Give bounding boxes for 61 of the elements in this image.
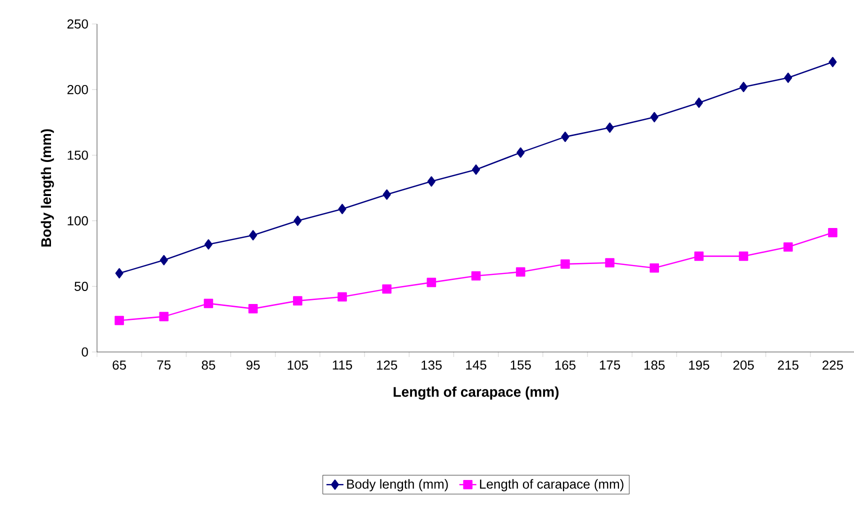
point	[516, 267, 526, 277]
y-tick-label: 250	[67, 19, 88, 29]
point	[204, 239, 213, 250]
x-tick-label: 175	[600, 360, 620, 370]
point	[828, 228, 838, 238]
x-tick-label: 125	[376, 360, 398, 370]
x-tick-label: 105	[288, 360, 308, 370]
point	[427, 176, 436, 187]
point	[650, 112, 658, 122]
y-tick-label: 0	[82, 347, 88, 357]
point	[738, 252, 748, 261]
point	[605, 258, 614, 268]
point	[561, 132, 570, 142]
point	[204, 298, 214, 308]
point	[293, 296, 302, 306]
point	[516, 147, 525, 158]
point	[650, 263, 660, 273]
x-tick-label: 75	[157, 360, 171, 370]
point	[784, 72, 792, 83]
point	[560, 259, 570, 269]
y-axis-title: Body length (mm)	[40, 129, 54, 247]
point	[828, 56, 837, 68]
point	[382, 284, 392, 294]
x-tick-label: 85	[202, 360, 216, 370]
x-tick-label: 115	[332, 360, 352, 370]
x-tick-label: 155	[510, 360, 531, 370]
y-tick-label: 100	[68, 216, 88, 226]
y-tick-label: 150	[68, 150, 88, 160]
legend-label: Length of carapace (mm)	[480, 479, 624, 492]
point	[606, 122, 614, 133]
x-tick-label: 215	[778, 360, 798, 370]
point	[694, 98, 703, 108]
point	[740, 82, 748, 92]
point	[115, 268, 124, 278]
point	[382, 189, 391, 200]
point	[159, 312, 169, 322]
x-axis-title: Length of carapace (mm)	[394, 386, 559, 400]
point	[783, 242, 793, 252]
x-tick-label: 165	[555, 360, 576, 370]
y-tick-label: 200	[67, 84, 88, 94]
x-tick-label: 195	[689, 360, 710, 370]
x-tick-label: 145	[466, 360, 486, 370]
point	[338, 204, 346, 214]
point	[426, 278, 436, 288]
y-tick-label: 50	[74, 282, 88, 291]
point	[160, 254, 168, 266]
point	[114, 316, 124, 326]
x-tick-label: 185	[644, 360, 665, 370]
point	[338, 292, 347, 302]
point	[472, 164, 480, 175]
point	[248, 304, 258, 314]
point	[249, 230, 258, 240]
x-tick-label: 65	[112, 360, 126, 370]
x-tick-label: 225	[822, 360, 844, 370]
point	[694, 252, 704, 261]
point	[471, 271, 481, 281]
x-tick-label: 205	[733, 360, 754, 370]
x-tick-label: 135	[422, 360, 442, 370]
legend-label: Body length (mm)	[347, 479, 448, 492]
point	[294, 216, 302, 226]
x-tick-label: 95	[246, 360, 260, 370]
